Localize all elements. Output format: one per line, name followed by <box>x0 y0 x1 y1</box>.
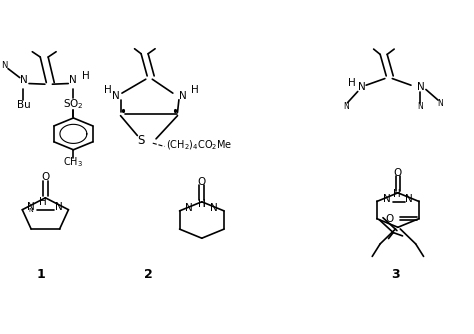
Text: H: H <box>191 86 199 96</box>
Text: H: H <box>104 86 111 96</box>
Text: N: N <box>69 75 77 85</box>
Text: N: N <box>357 82 365 92</box>
Text: N: N <box>20 75 28 85</box>
Text: (CH$_2$)$_4$CO$_2$Me: (CH$_2$)$_4$CO$_2$Me <box>166 139 233 152</box>
Text: N: N <box>55 202 63 212</box>
Text: N: N <box>437 99 443 108</box>
Text: O: O <box>41 172 49 182</box>
Text: N: N <box>210 203 218 213</box>
Text: N: N <box>383 194 391 204</box>
Text: N: N <box>343 102 349 111</box>
Text: 1: 1 <box>36 268 45 281</box>
Text: O: O <box>198 177 206 187</box>
Text: H: H <box>198 199 206 209</box>
Text: SO$_2$: SO$_2$ <box>63 97 84 111</box>
Text: H: H <box>198 199 206 209</box>
Text: N: N <box>418 82 425 92</box>
Text: N: N <box>112 91 120 101</box>
Text: N: N <box>179 91 187 101</box>
Text: N: N <box>27 202 35 212</box>
Text: CH$_3$: CH$_3$ <box>64 155 83 169</box>
Text: Bu: Bu <box>17 100 30 110</box>
Text: H: H <box>392 189 401 199</box>
Text: 2: 2 <box>144 268 153 281</box>
Text: H: H <box>348 78 356 88</box>
Text: N: N <box>418 102 423 111</box>
Text: N: N <box>1 61 8 70</box>
Text: N: N <box>185 203 193 213</box>
Text: N: N <box>29 208 34 213</box>
Text: N: N <box>405 194 412 204</box>
Text: 3: 3 <box>391 268 400 281</box>
Text: O: O <box>394 168 402 178</box>
Text: H: H <box>82 70 90 80</box>
Text: S: S <box>137 134 145 147</box>
Text: H: H <box>39 197 47 207</box>
Text: O: O <box>386 214 394 224</box>
